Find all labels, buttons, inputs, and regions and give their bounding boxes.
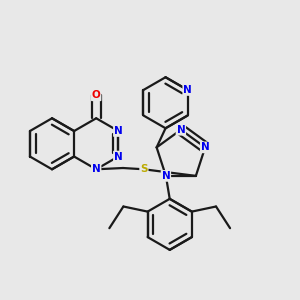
Text: N: N [161, 171, 170, 181]
Text: S: S [140, 164, 148, 174]
Text: O: O [92, 90, 100, 100]
Text: N: N [176, 125, 185, 135]
Text: N: N [114, 152, 123, 161]
Text: N: N [114, 126, 123, 136]
Text: N: N [183, 85, 192, 95]
Text: N: N [92, 164, 100, 174]
Text: N: N [201, 142, 209, 152]
